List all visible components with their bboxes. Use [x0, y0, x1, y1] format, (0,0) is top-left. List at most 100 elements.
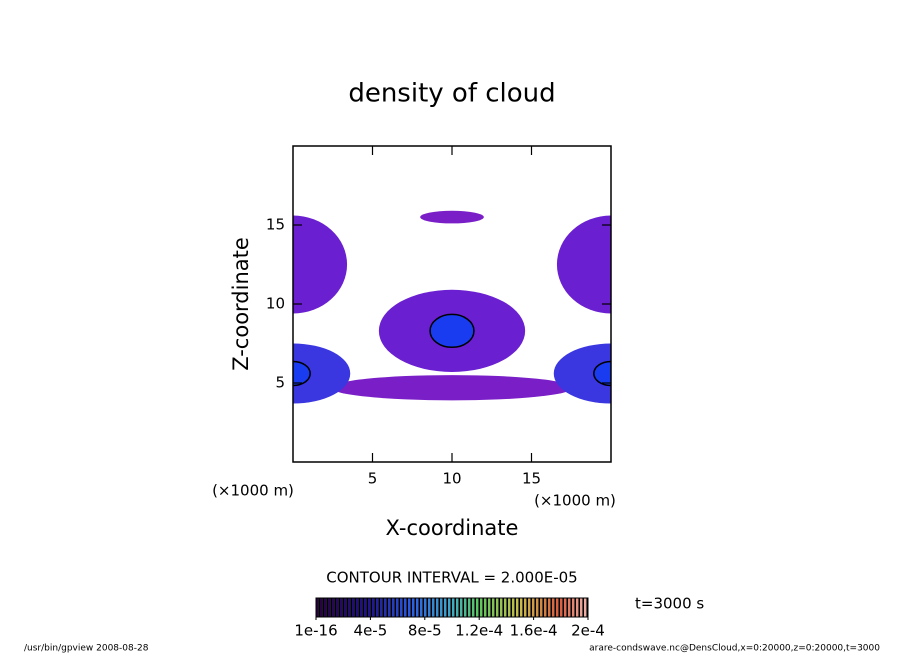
colorbar-gap: [442, 598, 444, 617]
colorbar-tick-label: 1.6e-4: [510, 622, 558, 640]
colorbar-gap: [426, 598, 428, 617]
contour-region: [420, 210, 484, 224]
y-tick-label: 10: [266, 295, 285, 313]
colorbar-gap: [582, 598, 584, 617]
colorbar-gap: [354, 598, 356, 617]
colorbar-gap: [478, 598, 480, 617]
colorbar-gap: [398, 598, 400, 617]
colorbar-stripe: [472, 598, 475, 617]
colorbar-stripe: [368, 598, 371, 617]
colorbar-tick-label: 8e-5: [408, 622, 442, 640]
colorbar-gap: [586, 598, 588, 617]
y-unit-label: (×1000 m): [212, 482, 294, 500]
colorbar-gap: [346, 598, 348, 617]
colorbar-stripe: [508, 598, 511, 617]
colorbar-gap: [570, 598, 572, 617]
colorbar-gap: [550, 598, 552, 617]
colorbar-stripe: [452, 598, 455, 617]
colorbar-stripe: [576, 598, 579, 617]
contour-region: [293, 215, 348, 314]
colorbar-stripe: [356, 598, 359, 617]
colorbar-stripe: [548, 598, 551, 617]
colorbar-stripe: [440, 598, 443, 617]
colorbar-stripe: [344, 598, 347, 617]
colorbar-stripe: [572, 598, 575, 617]
colorbar-gap: [338, 598, 340, 617]
footer-left: /usr/bin/gpview 2008-08-28: [24, 644, 149, 654]
colorbar-gap: [326, 598, 328, 617]
colorbar-gap: [530, 598, 532, 617]
colorbar-gap: [342, 598, 344, 617]
colorbar-stripe: [380, 598, 383, 617]
colorbar-tick-label: 1e-16: [294, 622, 337, 640]
colorbar-gap: [498, 598, 500, 617]
colorbar-gap: [502, 598, 504, 617]
colorbar-stripe: [364, 598, 367, 617]
colorbar-gap: [534, 598, 536, 617]
colorbar-gap: [470, 598, 472, 617]
colorbar-stripe: [564, 598, 567, 617]
colorbar-gap: [358, 598, 360, 617]
colorbar-stripe: [460, 598, 463, 617]
colorbar-gap: [430, 598, 432, 617]
colorbar-gap: [542, 598, 544, 617]
colorbar-gap: [562, 598, 564, 617]
colorbar-stripe: [516, 598, 519, 617]
colorbar-stripe: [360, 598, 363, 617]
x-tick-label: 15: [522, 470, 541, 488]
colorbar-gap: [522, 598, 524, 617]
colorbar-tick-label: 1.2e-4: [455, 622, 503, 640]
colorbar-gap: [330, 598, 332, 617]
y-tick-label: 15: [266, 216, 285, 234]
colorbar-stripe: [316, 598, 319, 617]
colorbar-gap: [394, 598, 396, 617]
colorbar-stripe: [580, 598, 583, 617]
x-axis-label: X-coordinate: [386, 516, 519, 540]
footer-right: arare-condswave.nc@DensCloud,x=0:20000,z…: [589, 644, 880, 654]
x-tick-label: 10: [442, 470, 461, 488]
contour-line: [593, 360, 611, 387]
contour-region: [553, 343, 611, 404]
colorbar-gap: [486, 598, 488, 617]
x-tick-label: 5: [368, 470, 378, 488]
colorbar-stripe: [416, 598, 419, 617]
colorbar-stripe: [560, 598, 563, 617]
colorbar-gap: [578, 598, 580, 617]
colorbar-stripe: [320, 598, 323, 617]
colorbar-stripe: [340, 598, 343, 617]
contour-region: [293, 343, 351, 404]
contour-region: [556, 215, 611, 314]
contour-field: [293, 210, 611, 404]
colorbar-gap: [514, 598, 516, 617]
colorbar-stripe: [532, 598, 535, 617]
colorbar-tick-label: 4e-5: [354, 622, 388, 640]
colorbar-gap: [434, 598, 436, 617]
colorbar-gap: [438, 598, 440, 617]
colorbar-gap: [546, 598, 548, 617]
colorbar-gap: [446, 598, 448, 617]
colorbar-gap: [506, 598, 508, 617]
colorbar-stripe: [524, 598, 527, 617]
colorbar-gap: [454, 598, 456, 617]
colorbar-gap: [490, 598, 492, 617]
colorbar-gap: [482, 598, 484, 617]
colorbar-gap: [474, 598, 476, 617]
colorbar-frame: [315, 597, 589, 618]
colorbar-stripe: [492, 598, 495, 617]
colorbar-gap: [378, 598, 380, 617]
colorbar-gap: [558, 598, 560, 617]
colorbar-gap: [554, 598, 556, 617]
colorbar-stripe: [376, 598, 379, 617]
colorbar-gap: [518, 598, 520, 617]
contour-interval: CONTOUR INTERVAL = 2.000E-05: [326, 569, 577, 587]
colorbar-stripe: [372, 598, 375, 617]
colorbar-stripe: [468, 598, 471, 617]
colorbar-gap: [418, 598, 420, 617]
time-label: t=3000 s: [635, 595, 704, 613]
colorbar-stripe: [540, 598, 543, 617]
colorbar-stripe: [476, 598, 479, 617]
colorbar-stripe: [336, 598, 339, 617]
colorbar-gap: [402, 598, 404, 617]
colorbar-gap: [410, 598, 412, 617]
colorbar-stripe: [556, 598, 559, 617]
